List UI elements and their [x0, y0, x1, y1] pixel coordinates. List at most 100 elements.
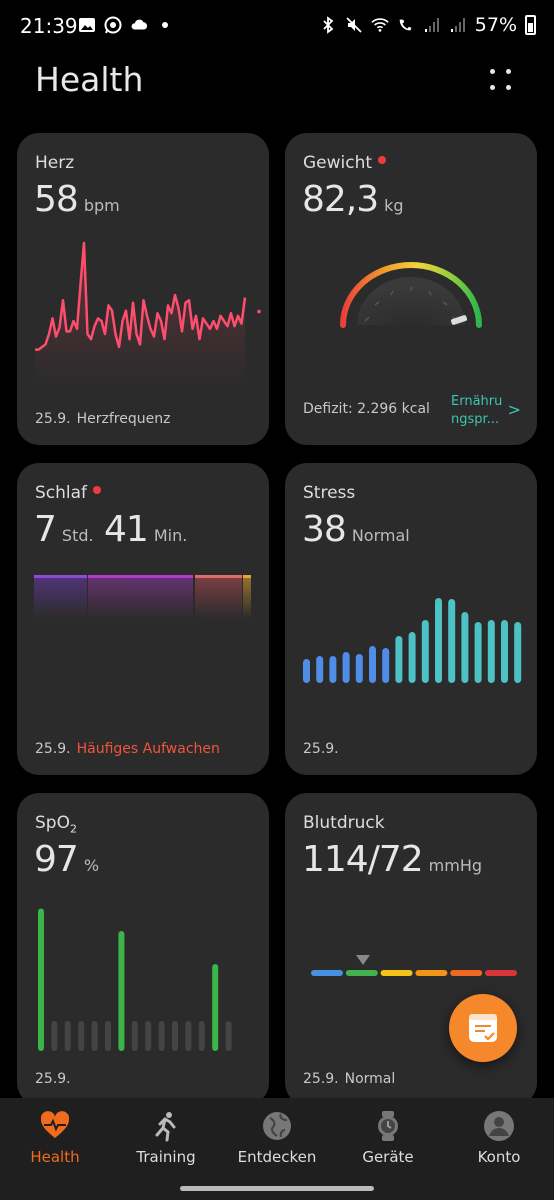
bluetooth-icon	[323, 16, 334, 34]
hours-value: 7	[34, 509, 57, 550]
sleep-stages-chart	[34, 575, 251, 619]
title-subscript: 2	[69, 822, 77, 836]
date: 25.9.	[35, 411, 71, 427]
heart-rate-point	[257, 309, 261, 314]
wifi-calling-icon	[399, 19, 412, 31]
status-time: 21:39	[20, 14, 78, 38]
date: 25.9.	[303, 1071, 339, 1087]
watch-icon	[378, 1111, 398, 1141]
stress-bar	[487, 620, 495, 683]
nav-training[interactable]: Training	[111, 1110, 221, 1166]
minutes-unit: Min.	[153, 526, 188, 545]
bp-scale-segment	[450, 970, 483, 976]
more-options-button[interactable]	[486, 66, 516, 96]
dot-icon	[490, 69, 495, 74]
unit: bpm	[83, 196, 120, 215]
unit: %	[83, 856, 100, 875]
nav-label: Geräte	[362, 1148, 414, 1166]
sleep-duration: 7 Std. 41 Min.	[34, 509, 187, 550]
cloud-icon	[131, 19, 148, 30]
spo2-bar	[91, 1021, 98, 1051]
nav-label: Health	[30, 1148, 80, 1166]
account-icon	[484, 1111, 514, 1141]
nav-label: Konto	[477, 1148, 521, 1166]
nutrition-link[interactable]: Ernährungspr... >	[451, 393, 521, 429]
dot-icon	[506, 69, 511, 74]
spo2-bar	[145, 1021, 152, 1051]
heart-card[interactable]: Herz 58 bpm 25.9. Herzfrequenz	[17, 133, 269, 445]
stress-level: Normal	[351, 526, 410, 545]
home-indicator[interactable]	[180, 1186, 374, 1191]
stress-bar	[435, 598, 442, 683]
stress-bar	[355, 654, 363, 683]
unit: kg	[384, 196, 404, 215]
card-title: Stress	[303, 483, 356, 503]
spo2-card[interactable]: SpO2 97% 25.9.	[17, 793, 269, 1105]
value: 114/72	[302, 839, 424, 880]
card-title: Schlaf	[35, 483, 102, 503]
heart-rate-value: 58 bpm	[34, 179, 120, 220]
card-title: Blutdruck	[303, 813, 385, 833]
weight-card[interactable]: Gewicht 82,3 kg Defizit: 2.296 kcal	[285, 133, 537, 445]
nav-health[interactable]: Health	[0, 1110, 110, 1166]
card-footer: 25.9.	[35, 1071, 71, 1087]
stress-chart	[303, 598, 522, 683]
stress-card[interactable]: Stress 38 Normal 25.9.	[285, 463, 537, 775]
sleep-warning: Häufiges Aufwachen	[76, 741, 220, 757]
date: 25.9.	[303, 741, 339, 757]
spo2-bar	[64, 1021, 71, 1051]
card-footer: 25.9. Herzfrequenz	[35, 411, 170, 427]
indicator-triangle-icon	[356, 955, 370, 965]
stress-bar	[342, 652, 350, 683]
stress-bar	[501, 620, 508, 683]
system-icons: 57%	[319, 14, 536, 36]
spo2-bar	[105, 1021, 111, 1051]
hours-unit: Std.	[61, 526, 94, 545]
title-text: SpO	[35, 813, 70, 833]
spo2-bar	[198, 1021, 205, 1051]
stress-value: 38 Normal	[302, 509, 410, 550]
record-button[interactable]	[449, 994, 517, 1062]
nav-discover[interactable]: Entdecken	[222, 1110, 332, 1166]
nav-account[interactable]: Konto	[444, 1110, 554, 1166]
deficit-text: Defizit: 2.296 kcal	[303, 401, 430, 417]
stress-bar	[461, 612, 469, 683]
page-title: Health	[35, 60, 144, 99]
globe-icon	[263, 1112, 291, 1140]
notepad-check-icon	[469, 1014, 497, 1042]
spo2-bar	[172, 1021, 178, 1051]
bp-scale-segment	[415, 970, 448, 976]
signal-2-icon	[450, 18, 465, 32]
stress-bar	[329, 656, 337, 683]
spo2-bar	[225, 1021, 232, 1051]
sleep-stage-deep	[34, 575, 87, 619]
spo2-bar	[131, 1021, 138, 1051]
minutes-value: 41	[104, 509, 149, 550]
card-footer: 25.9.	[303, 741, 339, 757]
stress-bar	[421, 620, 429, 683]
spo2-bar	[185, 1021, 192, 1051]
unit: mmHg	[428, 856, 483, 875]
gallery-icon	[79, 18, 95, 32]
nav-devices[interactable]: Geräte	[333, 1110, 443, 1166]
heart-icon	[40, 1111, 70, 1138]
bottom-navigation: Health Training Entdecken Geräte Konto	[0, 1098, 554, 1200]
sleep-card[interactable]: Schlaf 7 Std. 41 Min. 25.9. Häufiges Aufwac…	[17, 463, 269, 775]
heart-rate-area	[35, 243, 245, 383]
sleep-stage-light	[88, 575, 193, 619]
nav-label: Training	[136, 1148, 196, 1166]
blood-pressure-value: 114/72 mmHg	[302, 839, 482, 880]
card-title: SpO2	[35, 813, 77, 835]
dot-icon	[490, 85, 495, 90]
date: 25.9.	[35, 741, 71, 757]
stress-bar	[382, 648, 390, 683]
bp-scale-segment	[380, 970, 413, 976]
spo2-bar	[158, 1021, 165, 1051]
blood-pressure-card[interactable]: Blutdruck 114/72 mmHg 25.9. Normal	[285, 793, 537, 1105]
heart-rate-chart	[35, 241, 261, 383]
bp-scale-segment	[485, 970, 517, 976]
spo2-bar	[78, 1021, 85, 1051]
spo2-bar	[38, 908, 44, 1051]
stress-bar	[369, 646, 376, 683]
status-bar: 21:39 57%	[0, 0, 554, 54]
